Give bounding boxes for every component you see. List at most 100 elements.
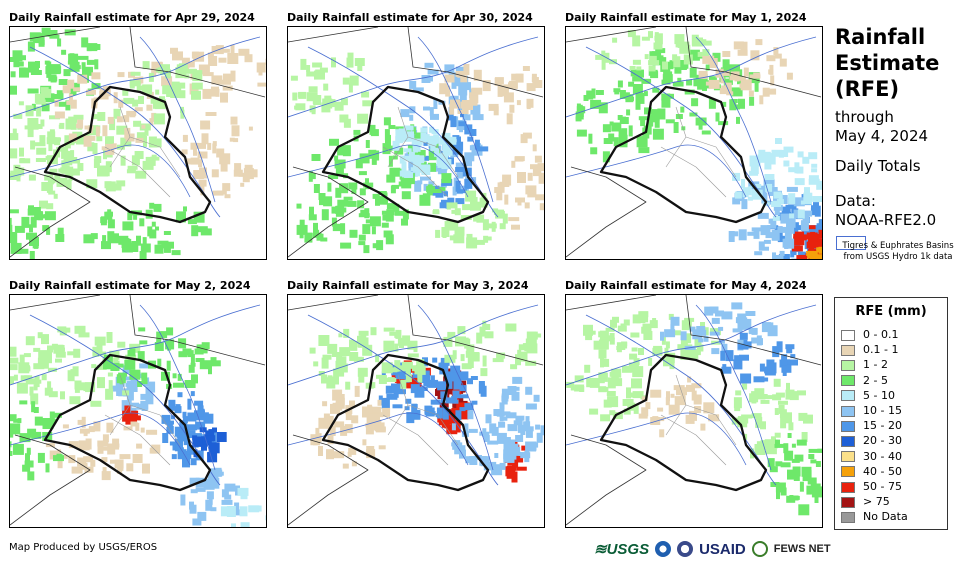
basin-river-line <box>566 144 747 198</box>
legend-label: No Data <box>863 510 908 524</box>
legend-item: 2 - 5 <box>841 374 888 387</box>
legend-item: No Data <box>841 510 908 523</box>
rainfall-map-3 <box>565 26 823 260</box>
legend-label: 2 - 5 <box>863 373 888 387</box>
legend-item: 0 - 0.1 <box>841 328 898 341</box>
legend-label: 15 - 20 <box>863 419 902 433</box>
iraq-border <box>599 353 768 492</box>
rainfall-map-svg <box>566 27 822 259</box>
basin-river-line <box>10 36 261 118</box>
legend-item: 20 - 30 <box>841 434 902 447</box>
legend-item: 5 - 10 <box>841 389 895 402</box>
usaid-logo: USAID <box>699 540 746 558</box>
iraq-border <box>321 85 490 224</box>
legend-swatch <box>841 405 855 417</box>
iraq-border <box>321 353 490 492</box>
usgs-logo: ≋USGS <box>594 541 650 558</box>
basin-river-line <box>139 304 216 471</box>
legend-label: 30 - 40 <box>863 449 902 463</box>
country-border-line <box>10 295 266 526</box>
basin-river-line <box>288 412 469 466</box>
basin-river-line <box>288 144 469 198</box>
legend-item: 30 - 40 <box>841 450 902 463</box>
legend-swatch <box>841 344 855 356</box>
basin-river-line <box>566 36 817 118</box>
map-title-line: Rainfall <box>835 25 926 49</box>
panel-title-2: Daily Rainfall estimate for Apr 30, 2024 <box>287 11 533 24</box>
map-title-line: (RFE) <box>835 77 900 101</box>
basin-river-line <box>288 36 539 118</box>
admin-boundary-line <box>104 374 181 466</box>
basin-river-line <box>566 412 747 466</box>
noaa-logo-icon <box>655 541 672 557</box>
legend-title: RFE (mm) <box>855 304 927 319</box>
legend-item: > 75 <box>841 495 890 508</box>
rainfall-map-2 <box>287 26 545 260</box>
legend-item: 10 - 15 <box>841 404 902 417</box>
basin-legend-label: Tigres & Euphrates Basins from USGS Hydr… <box>842 241 954 262</box>
legend-swatch <box>841 496 855 508</box>
legend-item: 0.1 - 1 <box>841 343 898 356</box>
iraq-border <box>43 85 212 224</box>
admin-boundary-line <box>104 106 181 198</box>
rainfall-map-svg <box>10 295 266 527</box>
data-label: Data: <box>835 192 876 210</box>
panel-title-1: Daily Rainfall estimate for Apr 29, 2024 <box>9 11 255 24</box>
legend-item: 50 - 75 <box>841 480 902 493</box>
legend-label: 0 - 0.1 <box>863 328 899 341</box>
totals-label: Daily Totals <box>835 157 921 175</box>
legend-swatch <box>841 481 855 493</box>
legend-label: 5 - 10 <box>863 388 895 402</box>
basin-legend-swatch <box>836 236 866 250</box>
rainfall-map-6 <box>565 294 823 528</box>
basin-river-line <box>417 304 494 471</box>
iraq-border <box>43 353 212 492</box>
legend-item: 40 - 50 <box>841 465 902 478</box>
legend-swatch <box>841 375 855 387</box>
partner-logos: ≋USGS USAID FEWS NET <box>594 538 831 560</box>
admin-boundary-line <box>660 374 737 466</box>
map-title-line: Estimate <box>835 51 940 75</box>
rainfall-map-svg <box>288 295 544 526</box>
legend-label: 40 - 50 <box>863 464 902 478</box>
country-border-line <box>566 27 822 258</box>
legend-swatch <box>841 420 855 432</box>
state-seal-icon <box>677 541 694 557</box>
iraq-border <box>599 85 768 224</box>
rainfall-map-svg <box>10 27 266 259</box>
through-label: through <box>835 108 894 126</box>
panel-title-4: Daily Rainfall estimate for May 2, 2024 <box>9 279 251 292</box>
legend-item: 15 - 20 <box>841 419 902 432</box>
basin-river-line <box>10 304 261 386</box>
legend-swatch <box>841 329 855 341</box>
legend-label: 10 - 15 <box>863 404 902 417</box>
admin-boundary-line <box>382 106 459 198</box>
admin-boundary-line <box>660 106 737 198</box>
legend-swatch <box>841 466 855 478</box>
map-title: Rainfall Estimate (RFE) <box>835 24 939 102</box>
legend-swatch <box>841 511 855 523</box>
basin-river-line <box>10 412 191 466</box>
legend-label: 0.1 - 1 <box>863 343 899 357</box>
legend-swatch <box>841 390 855 402</box>
legend-label: > 75 <box>863 495 890 509</box>
legend-label: 1 - 2 <box>863 358 888 372</box>
panel-title-5: Daily Rainfall estimate for May 3, 2024 <box>287 279 529 292</box>
rainfall-map-5 <box>287 294 545 528</box>
panel-title-3: Daily Rainfall estimate for May 1, 2024 <box>565 11 807 24</box>
fews-net-logo: FEWS NET <box>773 543 831 555</box>
basin-river-line <box>288 304 539 386</box>
country-border-line <box>288 27 544 258</box>
through-date: May 4, 2024 <box>835 127 929 145</box>
legend-label: 20 - 30 <box>863 434 902 448</box>
basin-river-line <box>566 304 817 386</box>
legend-label: 50 - 75 <box>863 480 902 493</box>
country-border-line <box>566 295 822 526</box>
legend-item: 1 - 2 <box>841 358 888 371</box>
basin-river-line <box>695 36 772 203</box>
legend-swatch <box>841 451 855 463</box>
rainfall-map-4 <box>9 294 267 528</box>
legend-swatch <box>841 435 855 447</box>
basin-river-line <box>10 144 191 198</box>
